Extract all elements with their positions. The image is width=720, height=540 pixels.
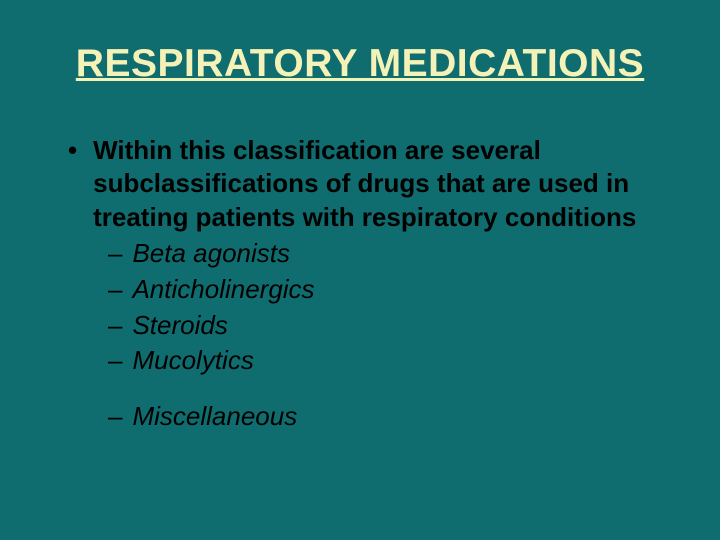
dash-marker: – (108, 272, 122, 308)
sub-item: – Anticholinergics (108, 272, 658, 308)
sub-item-text: Anticholinergics (132, 272, 314, 308)
content-area: • Within this classification are several… (62, 134, 658, 435)
sub-item-text: Beta agonists (132, 236, 290, 272)
sub-item: – Steroids (108, 308, 658, 344)
dash-marker: – (108, 343, 122, 379)
main-bullet-text: Within this classification are several s… (93, 134, 658, 234)
slide-title: RESPIRATORY MEDICATIONS (62, 42, 658, 86)
dash-marker: – (108, 236, 122, 272)
sub-item: – Beta agonists (108, 236, 658, 272)
sub-item: – Miscellaneous (108, 399, 658, 435)
bullet-marker: • (68, 134, 77, 167)
main-bullet-item: • Within this classification are several… (68, 134, 658, 234)
sub-item: – Mucolytics (108, 343, 658, 379)
dash-marker: – (108, 308, 122, 344)
slide-container: RESPIRATORY MEDICATIONS • Within this cl… (0, 0, 720, 540)
sub-item-text: Miscellaneous (132, 399, 297, 435)
sub-list: – Beta agonists – Anticholinergics – Ste… (68, 236, 658, 435)
sub-item-text: Mucolytics (132, 343, 253, 379)
dash-marker: – (108, 399, 122, 435)
sub-item-text: Steroids (132, 308, 227, 344)
